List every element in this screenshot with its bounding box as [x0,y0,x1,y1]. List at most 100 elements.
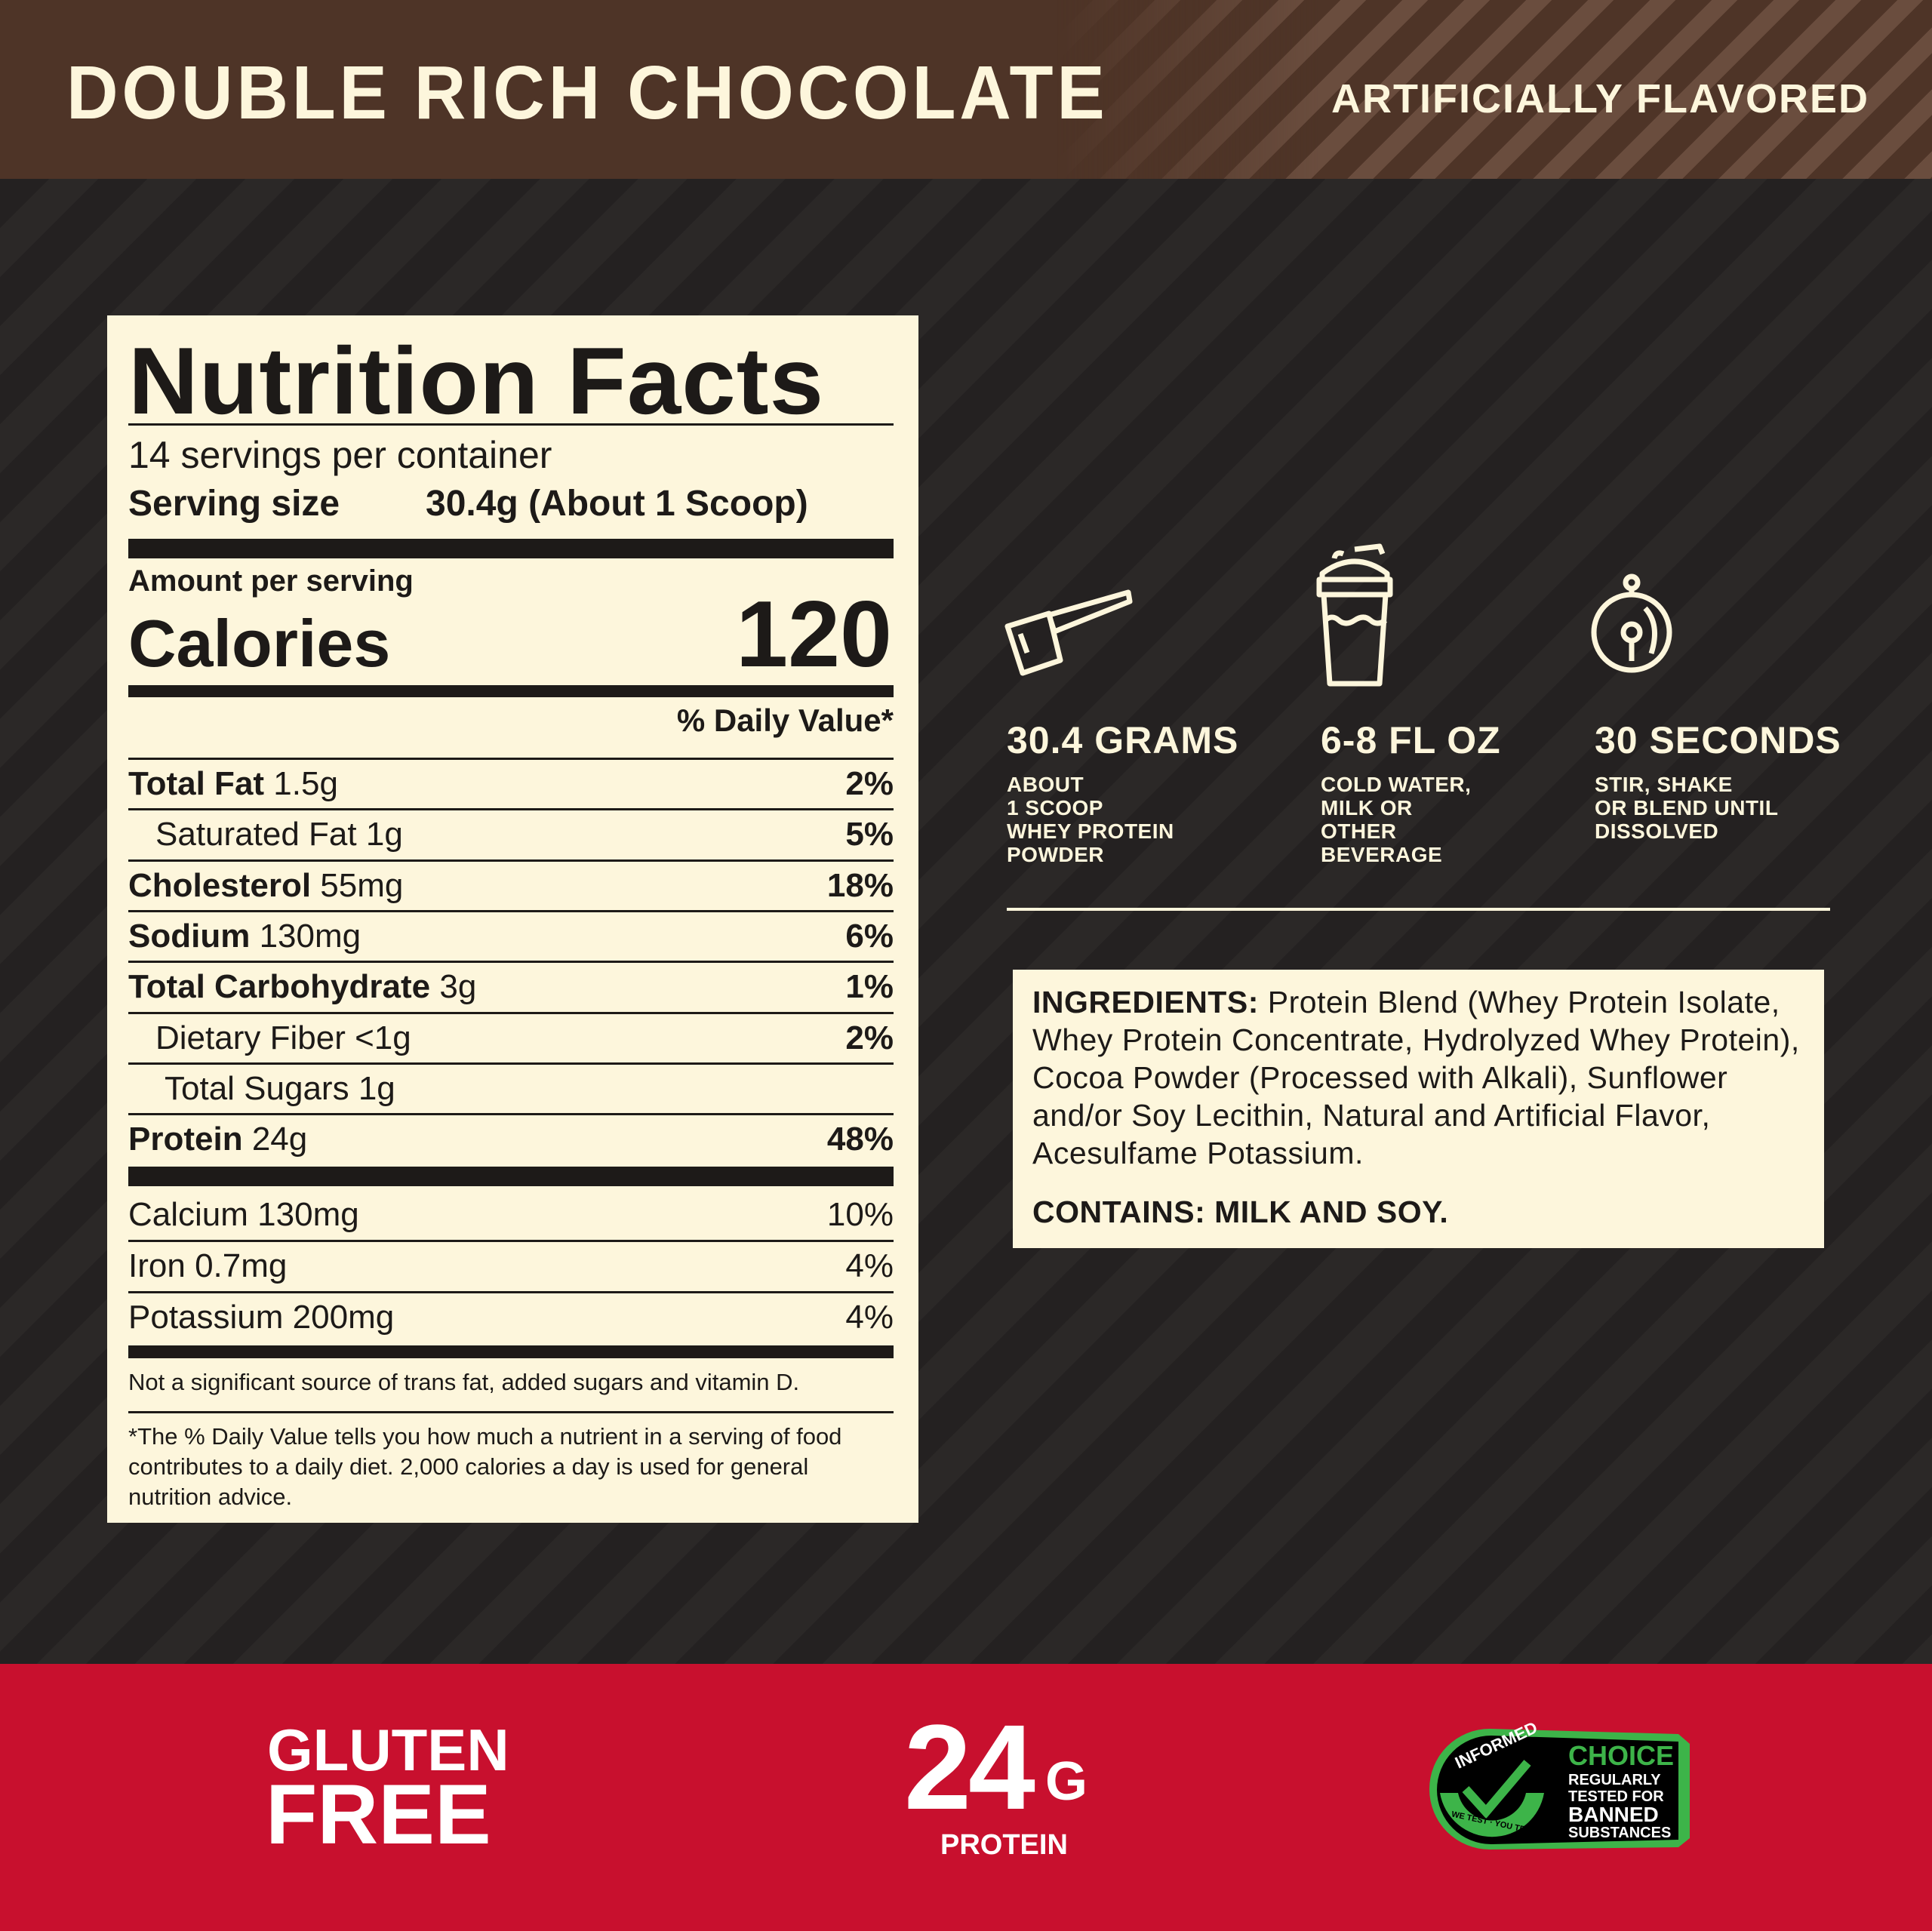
calories-label: Calories [128,606,391,681]
mineral-name: Potassium [128,1298,284,1336]
nutrient-name: Saturated Fat [155,816,357,853]
ingredients-label: INGREDIENTS: [1032,985,1259,1019]
directions-divider [1007,908,1830,911]
nutrient-row: Protein 24g 48% [128,1113,894,1164]
nutrient-name: Total Fat [128,765,265,802]
informed-choice-badge: INFORMED WE TEST · YOU TRUST CHOICE REGU… [1429,1717,1694,1854]
direction-text: ABOUT 1 SCOOP WHEY PROTEIN POWDER [1007,773,1174,866]
direction-text: STIR, SHAKE OR BLEND UNTIL DISSOLVED [1595,773,1779,843]
ingredients-text: INGREDIENTS: Protein Blend (Whey Protein… [1032,983,1804,1172]
serving-size-value: 30.4g (About 1 Scoop) [426,484,808,524]
mineral-row: Potassium 200mg 4% [128,1290,894,1342]
direction-text: COLD WATER, MILK OR OTHER BEVERAGE [1321,773,1472,866]
nutrient-amount: 1.5g [273,765,338,802]
nutrient-amount: 55mg [320,866,404,904]
badge-line: SUBSTANCES [1568,1825,1672,1841]
daily-value-footnote: *The % Daily Value tells you how much a … [128,1423,842,1510]
protein-label: PROTEIN [940,1829,1068,1861]
nutrient-row: Saturated Fat 1g 5% [128,808,894,859]
nutrient-daily-value: 6% [845,917,894,955]
mineral-label: Iron 0.7mg [128,1247,287,1285]
badge-title: CHOICE [1568,1740,1675,1771]
nutrient-label: Sodium 130mg [128,918,361,955]
nutrient-daily-value: 2% [845,1019,894,1056]
header-stripes [1057,0,1932,179]
nutrient-daily-value: 48% [826,1121,894,1158]
thick-divider [128,685,894,697]
shaker-bottle-icon [1316,543,1393,687]
free-label: FREE [266,1767,491,1862]
nutrient-name: Total Carbohydrate [128,968,431,1006]
flavor-title: DOUBLE RICH CHOCOLATE [66,51,1109,135]
mineral-daily-value: 4% [845,1247,894,1285]
mineral-daily-value: 4% [845,1298,894,1336]
nutrient-label: Dietary Fiber <1g [128,1019,411,1057]
nutrient-row: Total Carbohydrate 3g 1% [128,961,894,1011]
nutrient-amount: 1g [365,816,403,853]
mineral-name: Iron [128,1247,186,1285]
protein-amount: 24 [904,1699,1035,1834]
nutrient-daily-value: 2% [845,765,894,802]
nutrient-daily-value: 5% [845,816,894,853]
nutrient-row: Dietary Fiber <1g 2% [128,1011,894,1062]
nutrient-label: Saturated Fat 1g [128,816,403,853]
nutrient-name: Total Sugars [165,1069,349,1107]
nutrient-label: Total Sugars 1g [128,1070,395,1108]
thick-divider [128,1167,894,1186]
mineral-amount: 200mg [292,1298,395,1336]
nutrient-amount: 3g [439,968,477,1006]
mineral-label: Calcium 130mg [128,1196,359,1234]
badge-line: TESTED FOR [1568,1788,1664,1805]
nutrient-label: Total Fat 1.5g [128,765,338,803]
amount-per-serving: Amount per serving [128,564,414,598]
nutrient-row: Sodium 130mg 6% [128,909,894,961]
nutrient-label: Total Carbohydrate 3g [128,968,476,1006]
divider [128,423,894,426]
ingredients-box: INGREDIENTS: Protein Blend (Whey Protein… [1013,970,1824,1248]
nutrition-facts-title: Nutrition Facts [128,327,825,434]
nutrient-label: Cholesterol 55mg [128,867,403,905]
badge-line: BANNED [1568,1803,1659,1826]
nutrient-row: Total Sugars 1g [128,1062,894,1113]
trans-fat-note: Not a significant source of trans fat, a… [128,1369,800,1395]
direction-heading: 6-8 FL OZ [1321,719,1501,761]
gluten-label: GLUTEN [267,1717,509,1783]
mineral-amount: 0.7mg [195,1247,288,1285]
servings-per-container: 14 servings per container [128,434,552,476]
nutrient-amount: <1g [355,1019,411,1056]
mineral-row: Iron 0.7mg 4% [128,1240,894,1290]
thick-divider [128,539,894,558]
nutrient-name: Dietary Fiber [155,1019,346,1056]
nutrient-row: Total Fat 1.5g 2% [128,758,894,808]
divider [128,1411,894,1413]
serving-size-label: Serving size [128,484,340,524]
header-banner: DOUBLE RICH CHOCOLATE ARTIFICIALLY FLAVO… [0,0,1932,179]
allergen-statement: CONTAINS: MILK AND SOY. [1032,1195,1449,1229]
nutrient-name: Protein [128,1121,243,1158]
nutrient-daily-value: 18% [826,866,894,904]
artificially-flavored-label: ARTIFICIALLY FLAVORED [1331,76,1870,121]
nutrient-amount: 1g [358,1069,395,1107]
direction-heading: 30.4 GRAMS [1007,719,1239,761]
nutrient-amount: 24g [251,1121,308,1158]
protein-unit: G [1045,1751,1088,1812]
nutrient-label: Protein 24g [128,1121,307,1158]
badge-line: REGULARLY [1568,1772,1661,1788]
mineral-daily-value: 10% [826,1195,894,1233]
mineral-row: Calcium 130mg 10% [128,1189,894,1240]
mineral-name: Calcium [128,1195,248,1233]
daily-value-header: % Daily Value* [676,703,894,738]
mineral-amount: 130mg [257,1195,359,1233]
thick-divider [128,1345,894,1358]
nutrient-daily-value: 1% [845,968,894,1006]
informed-choice-logo [1429,1729,1690,1850]
timer-icon [1591,573,1672,673]
nutrient-name: Sodium [128,917,251,955]
nutrient-row: Cholesterol 55mg 18% [128,859,894,910]
calories-value: 120 [736,583,892,687]
nutrient-name: Cholesterol [128,866,312,904]
ingredients-list: Protein Blend (Whey Protein Isolate, Whe… [1032,985,1800,1170]
scoop-icon [1004,589,1133,676]
nutrient-amount: 130mg [259,917,361,955]
direction-heading: 30 SECONDS [1595,719,1841,761]
